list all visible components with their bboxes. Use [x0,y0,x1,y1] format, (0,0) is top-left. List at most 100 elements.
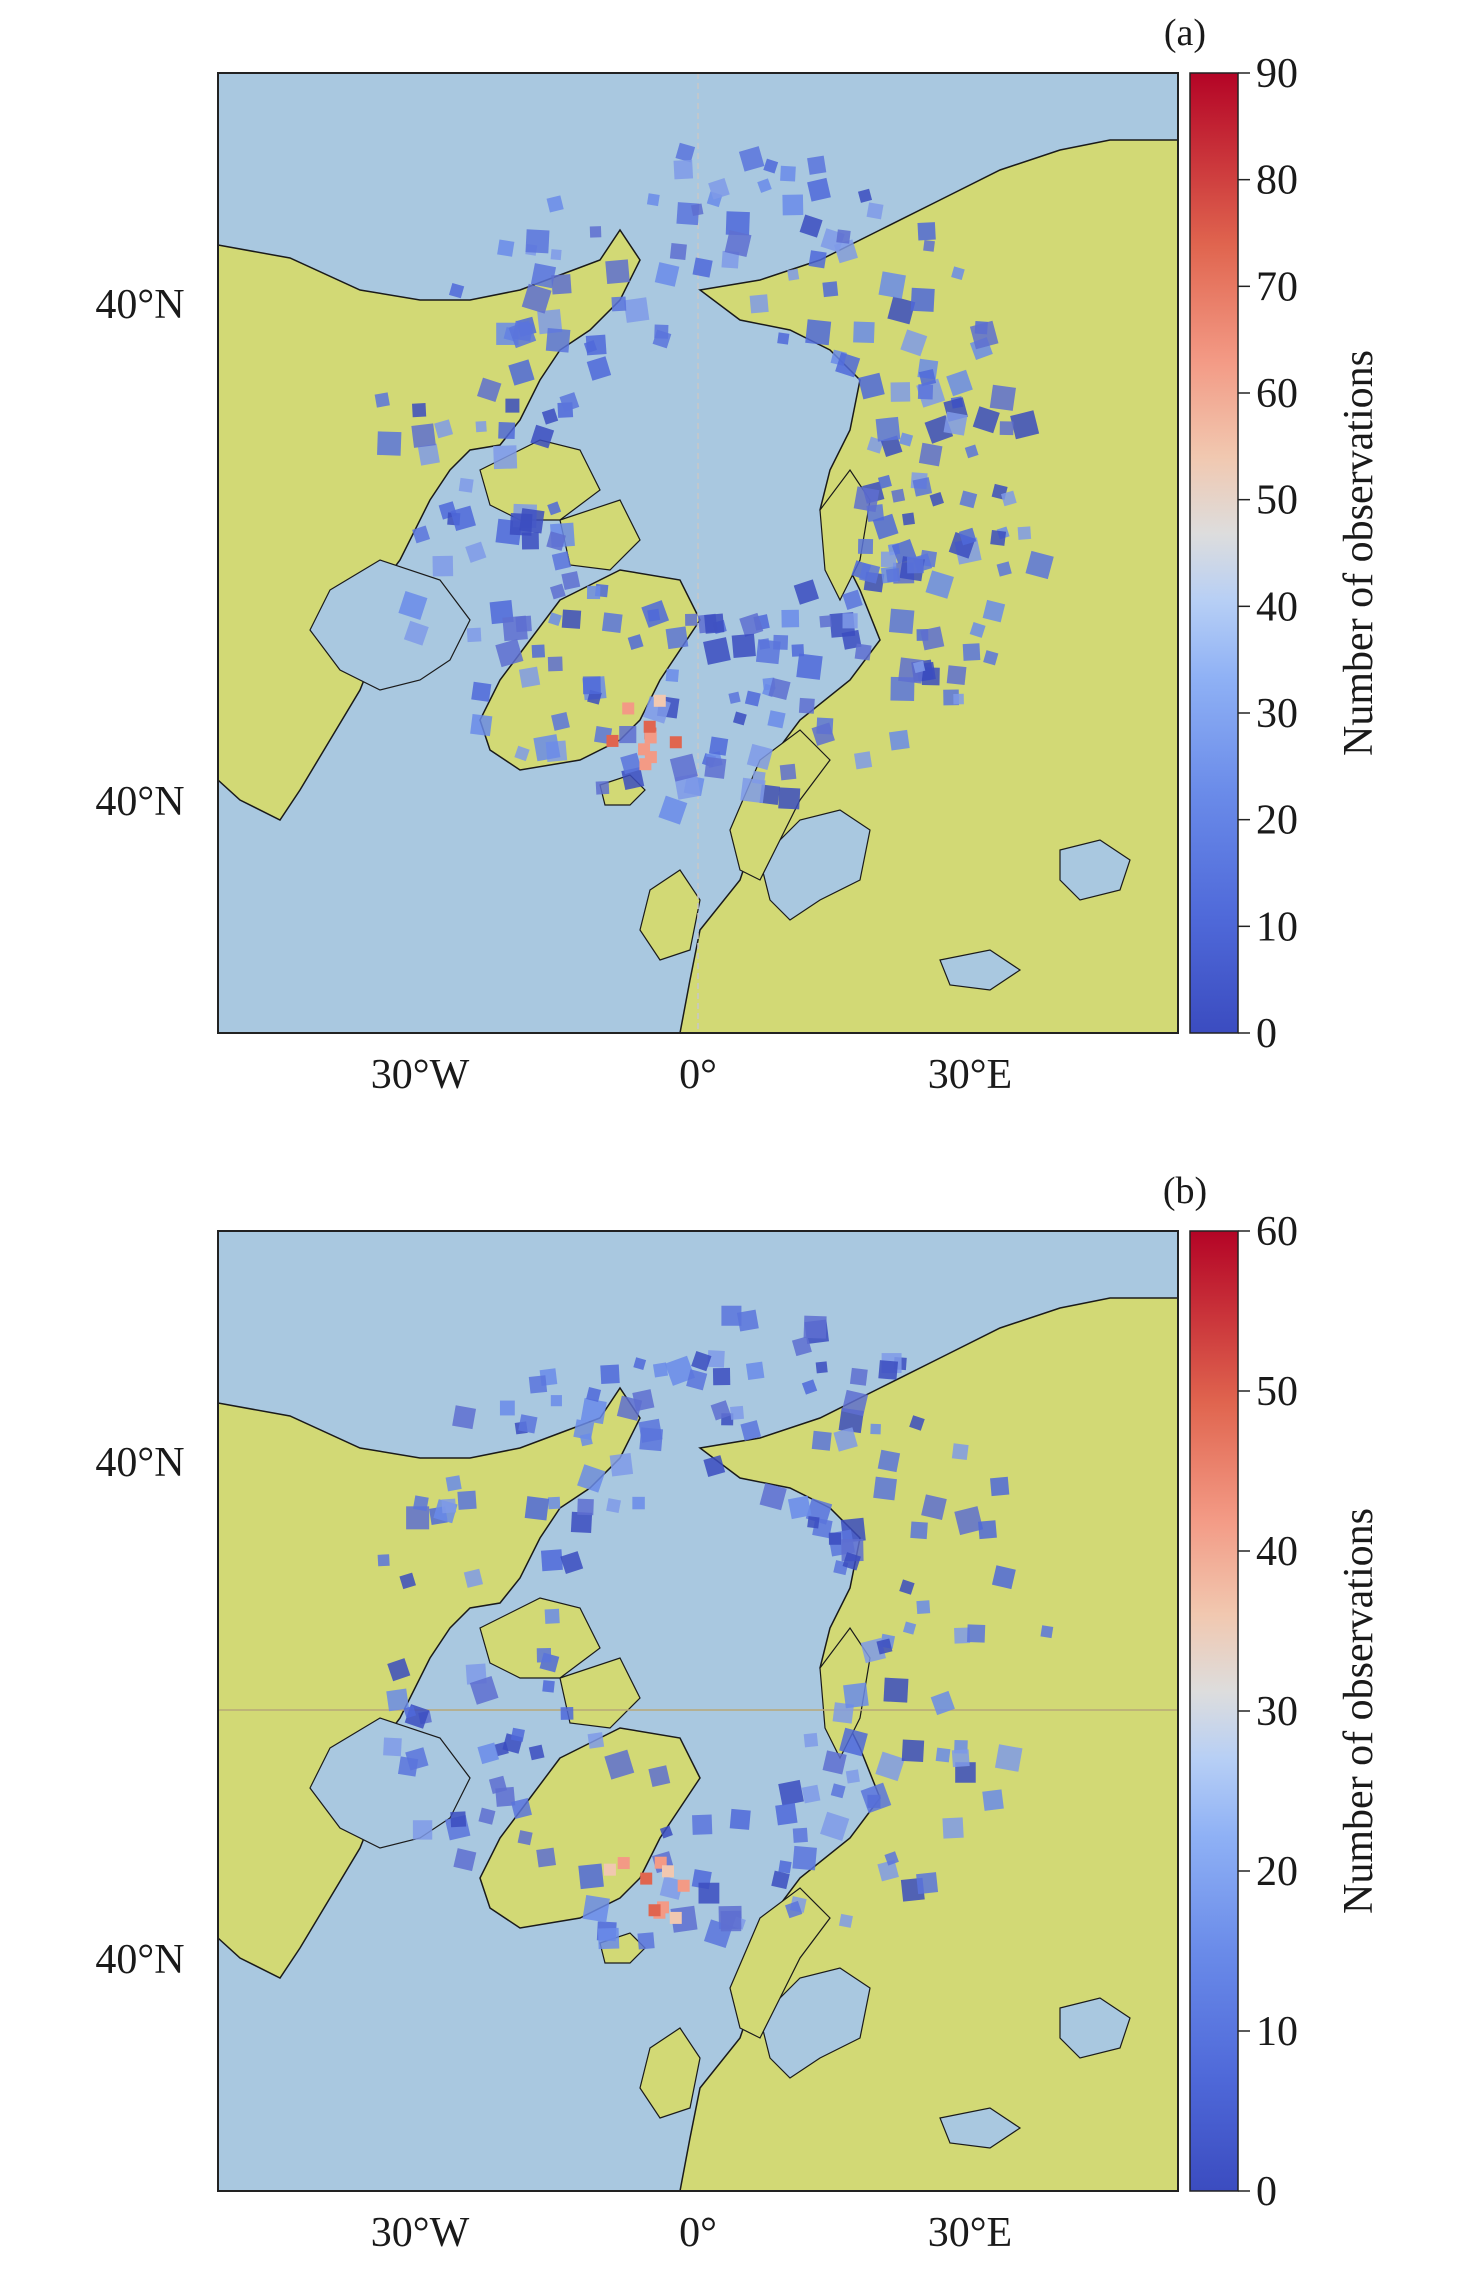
observation-cell [453,1848,477,1872]
observation-cell [929,492,944,507]
observation-cell [647,608,661,622]
observation-cell [803,1732,819,1748]
observation-cell-high [669,736,682,749]
map-border-a [217,72,1179,1034]
observation-cell [793,579,820,605]
observation-cell [465,541,487,563]
observation-cell [787,268,800,281]
observation-cell [692,257,713,278]
observation-cell [849,1367,868,1386]
observation-cell [605,259,630,284]
observation-cell [773,634,789,650]
observation-cell [703,637,731,665]
lat-label-a-2: 40°N [95,779,184,825]
observation-cell [544,1608,560,1624]
observation-cell [551,551,572,571]
observation-cell [792,1827,808,1843]
observation-cell [822,1750,847,1775]
observation-cell [502,615,528,642]
observation-cell [784,1900,803,1919]
observation-cell [842,613,858,629]
observation-cell [412,403,427,418]
observation-cell [627,634,644,650]
observation-cell [943,411,968,436]
north-america-landmass [218,228,641,821]
observation-cell [819,615,832,628]
observation-cell [398,590,428,621]
colorbar-tick-label: 50 [1256,478,1298,524]
colorbar-b: 0 10 20 30 40 50 60 Number of observations [1189,1209,1382,2215]
observation-cell [637,1932,655,1950]
observation-cell [518,1414,538,1434]
observation-cell [633,1357,647,1371]
observation-cell [377,1554,390,1567]
observation-cell [499,1400,515,1416]
observation-cell [546,195,564,213]
observation-cell [836,229,851,244]
observation-cell [778,787,801,810]
observation-cell [902,512,915,526]
panel-a-svg: (a) 40°N 40°N 30°W 0° 30°E 0 10 20 30 40 50 60… [95,12,1382,1098]
observation-cell [787,1495,812,1520]
observation-cell-high [622,702,635,715]
observation-cell [792,1845,817,1871]
observation-cell [712,1367,731,1386]
observation-cell [620,752,642,775]
colorbar-tick-label: 20 [1256,1849,1298,1895]
observation-cell [890,382,911,402]
observation-cell [964,444,979,459]
observation-cell [946,665,967,685]
observation-cell [708,736,729,756]
observation-cell [842,589,863,611]
observation-cell [589,226,602,238]
observation-cell [546,531,566,551]
observation-cell [781,609,800,628]
map-frame-b [218,1231,1178,2191]
observation-cell [646,193,660,207]
observation-cell [550,249,562,261]
observation-cell [547,656,563,672]
observation-cell [805,319,832,346]
lon-label-b-2: 0° [679,2210,717,2256]
observation-cell [685,613,698,626]
observation-cell [878,1360,899,1380]
observation-cell [959,490,978,509]
observation-cell [771,1870,790,1890]
observation-cell [517,1830,533,1846]
observation-cell [721,250,740,269]
observation-cell [954,1627,971,1644]
colorbar-tick-label: 0 [1256,2169,1277,2215]
observation-cell [434,419,454,439]
observation-cell [601,612,623,633]
observation-cell [880,435,903,458]
observation-cell [740,777,766,804]
observation-cell [982,599,1006,623]
observation-cell [962,643,981,661]
observation-cell [432,555,454,577]
observation-cell [707,1350,725,1368]
observation-cell [403,620,429,646]
observation-cell [890,676,915,701]
caspian-sea [1059,1997,1131,2059]
colorbar-tick-label: 40 [1256,584,1298,630]
observation-cell [623,297,650,323]
observation-cell [595,780,610,795]
observation-cell-high [661,1865,674,1878]
observation-cell [860,1782,892,1814]
observation-cell [916,1872,939,1895]
observation-cell [845,1769,860,1784]
observation-cell [799,214,823,238]
colorbar-b-label: Number of observations [1336,1508,1382,1914]
observation-cell [586,1386,602,1402]
observation-cell [858,372,885,400]
colorbar-b-ramp [1189,1230,1239,2192]
observation-cell [745,1361,765,1381]
observation-cell-high [617,1857,630,1870]
observation-cell [967,1624,986,1643]
observation-cell [665,626,689,650]
observation-cell [541,408,559,425]
observation-cell [570,1511,593,1534]
observation-cell [842,1552,861,1571]
observation-cell [542,1680,555,1693]
observation-cell [811,722,835,746]
